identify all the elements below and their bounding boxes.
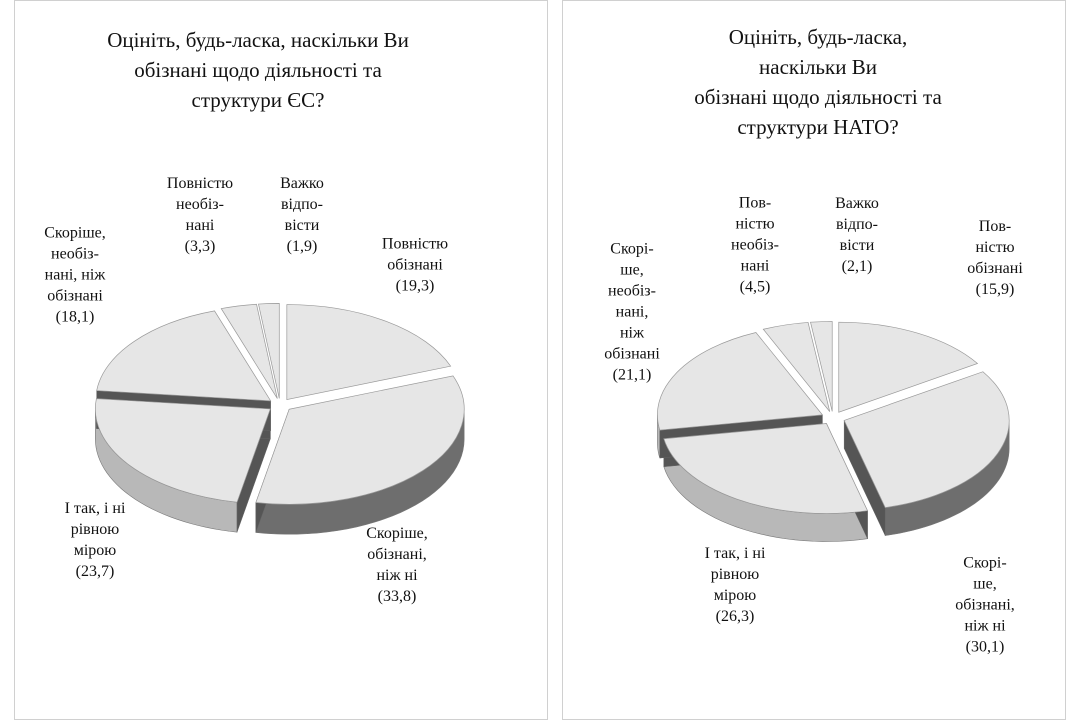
panel: [14, 0, 548, 720]
slice: [96, 310, 272, 402]
chart-title: Оцініть, будь-ласка, наскільки Ви обізна…: [694, 25, 942, 139]
category-label: І так, і ні рівною мірою: [704, 545, 766, 604]
slice: [663, 423, 869, 514]
slice-label: І так, і ні рівною мірою (26,3): [705, 543, 766, 627]
slice-label: Повністю необіз- нані (3,3): [167, 173, 233, 257]
category-label: Пов- ністю необіз- нані: [731, 194, 779, 275]
slice: [258, 303, 280, 399]
value-label: (3,3): [184, 238, 216, 255]
slice: [810, 321, 833, 412]
slice-label: Важко відпо- вісти (2,1): [835, 193, 879, 277]
slice: [838, 321, 979, 413]
slice: [220, 303, 278, 399]
slice-label: Скорі- ше, обізнані, ніж ні (30,1): [955, 553, 1015, 658]
slice-label: Пов- ністю обізнані (15,9): [967, 216, 1023, 300]
category-label: Повністю обізнані: [381, 235, 449, 274]
category-label: Повністю необіз- нані: [166, 175, 234, 234]
slice-label: Важко відпо- вісти (1,9): [280, 173, 324, 257]
slice: [843, 371, 1010, 508]
value-label: (21,1): [612, 366, 652, 384]
slice: [286, 304, 452, 401]
slice-label: І так, і ні рівною мірою (23,7): [65, 498, 126, 582]
slice: [762, 322, 831, 412]
slice-label: Скоріше, необіз- нані, ніж обізнані (18,1…: [44, 223, 106, 328]
slice-label: Повністю обізнані (19,3): [382, 234, 448, 297]
pie-tops: [657, 321, 1010, 514]
value-label: (1,9): [286, 238, 318, 255]
category-label: Важко відпо- вісти: [280, 175, 324, 234]
value-label: (30,1): [965, 638, 1005, 656]
category-label: Пов- ністю обізнані: [967, 218, 1023, 277]
value-label: (4,5): [739, 278, 771, 296]
panel: [562, 0, 1066, 720]
slice-label: Скорі- ше, необіз- нані, ніж обізнані (21…: [604, 239, 660, 386]
value-label: (18,1): [55, 308, 95, 326]
category-label: І так, і ні рівною мірою: [64, 500, 126, 559]
slice: [95, 398, 271, 503]
value-label: (26,3): [715, 608, 755, 625]
value-label: (33,8): [377, 588, 417, 605]
slice-label: Пов- ністю необіз- нані (4,5): [731, 193, 779, 298]
category-label: Скорі- ше, необіз- нані, ніж обізнані: [604, 240, 660, 363]
chart-title: Оцініть, будь-ласка, наскільки Ви обізна…: [107, 28, 409, 112]
pie-tops: [95, 303, 465, 505]
slice-label: Скоріше, обізнані, ніж ні (33,8): [366, 523, 428, 607]
category-label: Скорі- ше, обізнані, ніж ні: [955, 554, 1015, 635]
value-label: (23,7): [75, 563, 115, 580]
value-label: (15,9): [975, 281, 1015, 298]
category-label: Важко відпо- вісти: [835, 195, 879, 254]
category-label: Скоріше, обізнані, ніж ні: [366, 525, 428, 584]
category-label: Скоріше, необіз- нані, ніж обізнані: [44, 224, 106, 305]
slice: [657, 332, 824, 431]
value-label: (19,3): [395, 277, 435, 295]
slice: [255, 375, 465, 505]
value-label: (2,1): [841, 258, 873, 275]
